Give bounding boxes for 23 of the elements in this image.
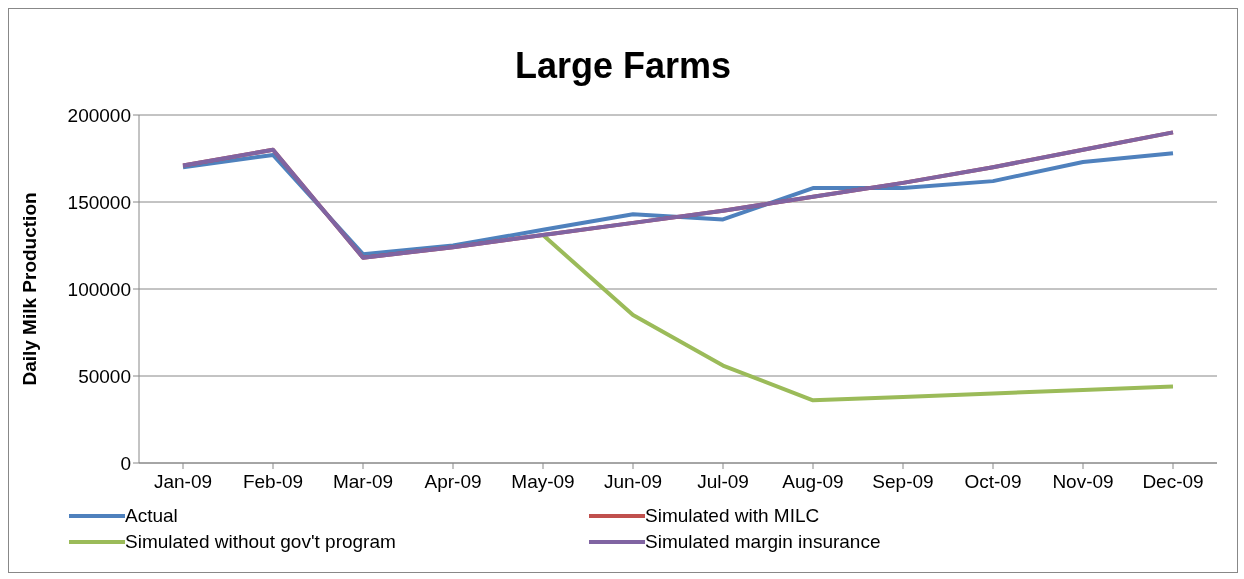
y-tick-label: 150000 — [67, 191, 131, 213]
x-tick-label: Jun-09 — [603, 471, 663, 493]
legend-label: Actual — [125, 505, 178, 527]
y-tick-label: 50000 — [78, 365, 131, 387]
x-tick-label: May-09 — [511, 471, 575, 493]
legend-label: Simulated without gov't program — [125, 531, 396, 553]
legend-label: Simulated margin insurance — [645, 531, 881, 553]
x-tick-label: Nov-09 — [1052, 471, 1114, 493]
x-tick-label: Sep-09 — [872, 471, 934, 493]
x-tick-label: Aug-09 — [782, 471, 844, 493]
x-tick-label: Apr-09 — [424, 471, 482, 493]
x-tick-label: Feb-09 — [242, 471, 304, 493]
x-tick-label: Jul-09 — [697, 471, 749, 493]
x-tick-label: Mar-09 — [332, 471, 394, 493]
y-tick-label: 200000 — [67, 104, 131, 126]
x-tick-label: Oct-09 — [964, 471, 1022, 493]
y-axis-title: Daily Milk Production — [18, 192, 40, 386]
y-tick-label: 100000 — [67, 278, 131, 300]
x-tick-label: Dec-09 — [1142, 471, 1204, 493]
x-tick-label: Jan-09 — [153, 471, 213, 493]
legend-label: Simulated with MILC — [645, 505, 820, 527]
chart-title: Large Farms — [513, 45, 733, 88]
y-tick-label: 0 — [120, 452, 131, 474]
